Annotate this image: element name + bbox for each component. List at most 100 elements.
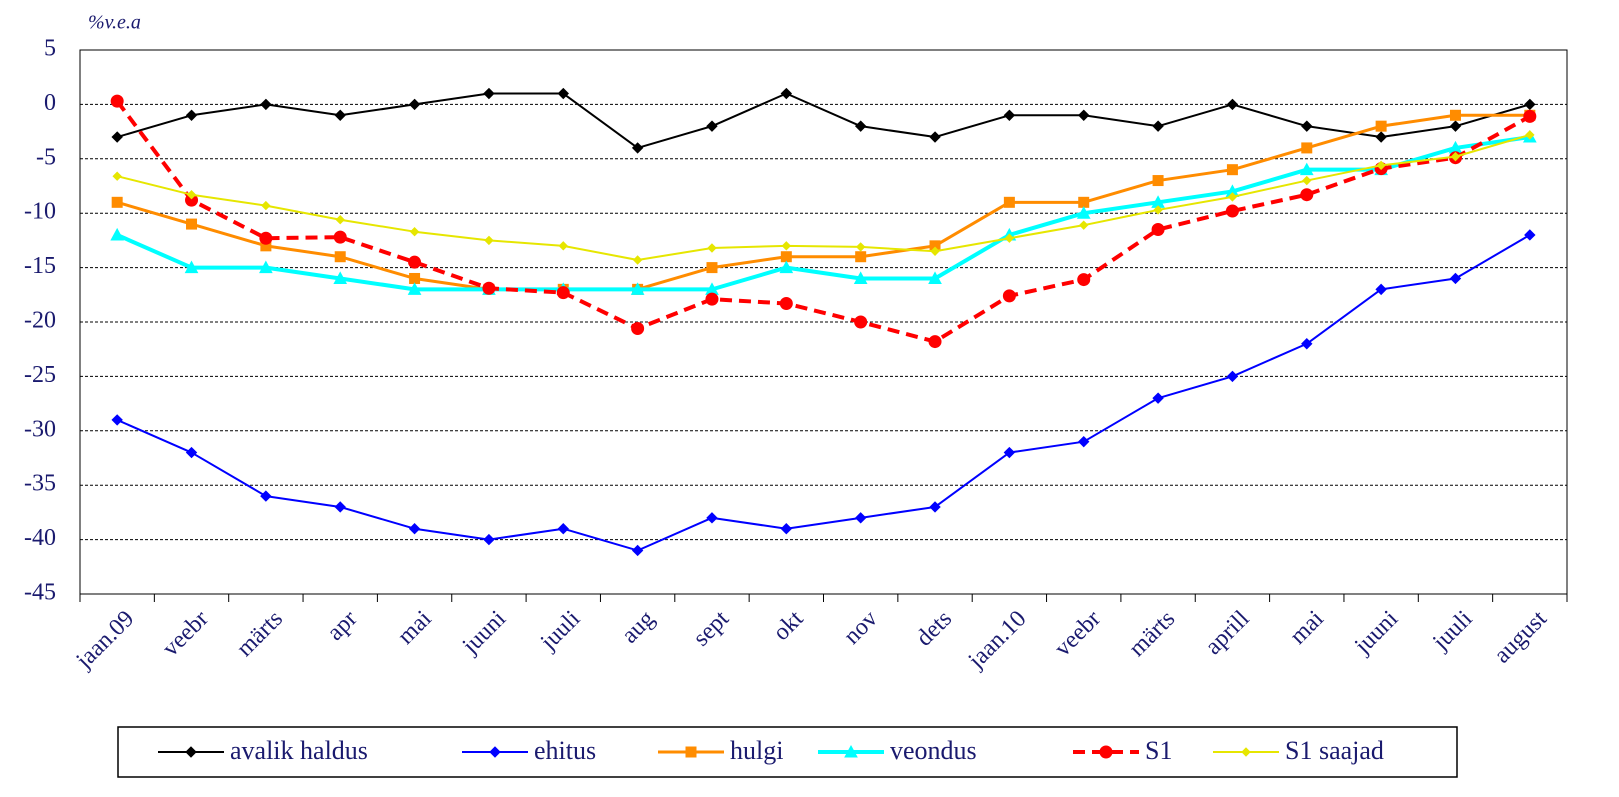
data-point [1449,272,1462,285]
data-point [780,251,792,263]
data-point [185,109,198,121]
data-point [930,246,940,256]
x-tick-label: jaan.09 [71,606,140,675]
series-line [116,92,1531,149]
x-tick-label: aprill [1200,606,1254,660]
data-point [111,131,123,143]
legend-marker [685,746,697,758]
data-point [556,286,570,300]
data-point [259,231,273,245]
data-point [484,235,494,246]
data-point [1302,175,1312,186]
y-tick-label: 5 [44,36,56,62]
x-tick-label: mai [1285,606,1329,650]
data-point [779,297,793,311]
data-point [780,87,793,100]
data-point [928,335,942,349]
data-point [408,255,422,269]
data-point [185,446,198,459]
data-point [929,131,941,143]
data-point [1524,98,1536,111]
y-tick-label: -25 [24,362,56,388]
data-point [334,251,346,263]
data-point [1300,188,1314,202]
data-point [631,544,644,557]
y-tick-label: 0 [44,90,56,116]
data-point [706,512,718,524]
legend-label: ehitus [534,736,596,765]
data-point [483,533,495,546]
data-point [483,87,495,100]
data-point [558,241,568,251]
data-point [1153,205,1163,215]
y-tick-label: -15 [24,253,56,279]
x-tick-label: veebr [158,606,214,662]
data-point [1524,229,1536,241]
data-point [1079,220,1089,230]
data-point [1151,223,1165,237]
data-point [1525,130,1535,140]
legend-label: veondus [890,736,977,765]
y-tick-label: -5 [36,144,56,170]
data-point [631,322,645,336]
legend-label: avalik haldus [230,736,368,765]
data-point [929,501,941,513]
data-point [110,227,125,241]
series-line [116,113,1530,291]
data-point [855,242,866,252]
y-tick-label: -10 [24,199,56,225]
data-point [1152,392,1164,404]
data-point [780,523,793,535]
data-point [110,94,124,108]
y-tick-label: -30 [24,416,56,442]
data-point [112,171,122,181]
data-point [781,241,792,251]
x-tick-label: nov [839,606,883,650]
data-point [1003,109,1016,121]
legend-marker [1241,747,1251,757]
data-point [1301,338,1313,350]
legend-marker [489,746,501,758]
data-point [1078,196,1090,208]
data-point [260,98,272,111]
x-tick-label: veebr [1050,606,1106,662]
data-point [333,271,348,284]
data-point [1375,120,1387,132]
data-point [1449,109,1461,121]
data-point [408,523,421,535]
data-point [186,218,198,230]
data-point [259,260,273,274]
data-point [1523,109,1537,123]
x-tick-label: sept [688,606,734,652]
data-point [1226,164,1238,176]
data-point [1002,289,1016,303]
data-point [1227,192,1238,202]
data-point [1225,204,1239,218]
x-tick-label: apr [322,606,362,646]
data-point [706,262,718,274]
data-point [482,281,496,295]
x-tick-label: juuni [457,606,511,660]
data-point [1450,151,1461,162]
data-point [1376,160,1386,171]
data-point [779,260,794,274]
data-point [854,315,868,329]
data-point [855,251,867,263]
data-point [854,512,867,524]
data-point [409,226,420,237]
data-point [1077,273,1091,287]
data-point [854,120,867,132]
y-tick-label: -35 [24,471,56,497]
data-point [335,215,345,225]
data-point [631,142,644,154]
data-point [1078,435,1090,448]
legend-marker [1099,745,1113,759]
data-point [1076,206,1091,219]
data-point [1152,120,1164,132]
legend-label: S1 [1145,736,1172,765]
data-point [334,109,346,121]
x-tick-label: aug [617,606,660,649]
y-tick-label: -45 [24,580,56,606]
data-point [407,282,422,295]
data-point [707,243,717,253]
